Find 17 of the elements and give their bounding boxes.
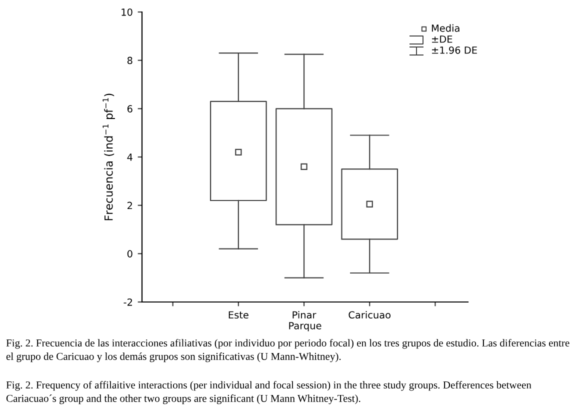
y-tick-label: 4 xyxy=(127,154,132,161)
y-tick-label: 6 xyxy=(127,105,132,112)
y-tick-label: -2 xyxy=(124,298,132,306)
y-tick-label: 2 xyxy=(128,202,132,210)
caption: Fig. 2. Frecuencia de las interacciones afiliativas (por individuo por periodo focal) en los tres grupos de estudio. Las diferencias entre el grupo de Caricuao y los demás grupos son significativas (U Mann-Whitney). xyxy=(6,339,570,362)
x-tick-label: Caricuao xyxy=(348,311,391,319)
y-tick-label: 0 xyxy=(127,250,132,258)
y-tick-label: 8 xyxy=(127,56,132,64)
text: ±DE xyxy=(432,36,452,43)
y-axis-title: Frecuencia (ind$^{−1}$ pf$^{−1}$) xyxy=(102,94,115,220)
x-tick-label: Este xyxy=(228,311,248,319)
text: ±1.96 DE xyxy=(432,46,477,54)
x-tick-label: Pinar xyxy=(292,311,316,319)
x-axis-title: Parque xyxy=(289,322,322,332)
caption: Fig. 2. Frequency of affilaitive interactions (per individual and focal session) in the three study groups. Defferences between Cariacuao´s group and the other two groups are significant (U Mann Whitney-Test). xyxy=(6,381,532,404)
text: Media xyxy=(432,24,460,32)
y-tick-label: 10 xyxy=(122,8,132,16)
